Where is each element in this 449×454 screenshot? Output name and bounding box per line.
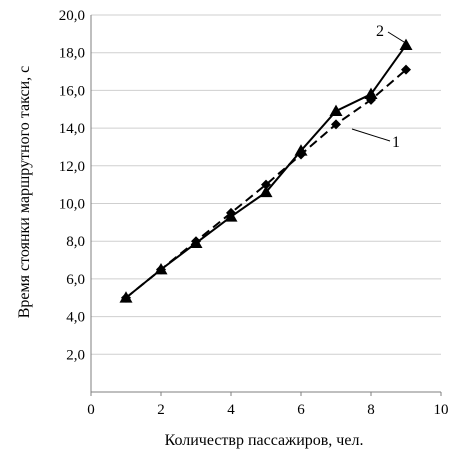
marker-series-2 bbox=[364, 87, 378, 100]
series-label-1-leader bbox=[351, 128, 391, 142]
marker-series-1 bbox=[261, 179, 271, 190]
y-tick-labels: 2,0 4,0 6,0 8,0 10,0 12,0 14,0 16,0 18,0 20,0 bbox=[59, 8, 85, 363]
x-tick-label: 4 bbox=[227, 402, 235, 418]
marker-series-2 bbox=[189, 236, 203, 248]
x-tick-label: 10 bbox=[434, 402, 449, 418]
y-tick-label: 18,0 bbox=[59, 46, 85, 62]
marker-series-2 bbox=[224, 210, 238, 222]
series-labels: 2 1 bbox=[351, 23, 405, 151]
y-tick-label: 6,0 bbox=[66, 272, 85, 288]
y-tick-label: 8,0 bbox=[66, 234, 85, 250]
x-tick-label: 2 bbox=[157, 402, 165, 418]
axes bbox=[90, 15, 442, 396]
series-label-2-leader bbox=[387, 31, 405, 43]
marker-series-2 bbox=[329, 104, 343, 117]
x-tick-label: 0 bbox=[87, 402, 95, 418]
x-axis-title: Количеств‌р пассажиров, чел. bbox=[165, 432, 364, 449]
y-tick-label: 14,0 bbox=[59, 121, 85, 137]
series-label-2: 2 bbox=[376, 23, 384, 40]
marker-series-2 bbox=[119, 291, 133, 303]
marker-series-2 bbox=[259, 185, 273, 198]
marker-series-1 bbox=[331, 119, 341, 130]
x-tick-label: 6 bbox=[297, 402, 305, 418]
y-tick-label: 2,0 bbox=[66, 347, 85, 363]
y-tick-label: 4,0 bbox=[66, 310, 85, 326]
series bbox=[125, 44, 407, 299]
x-tick-labels: 0 2 4 6 8 10 bbox=[87, 402, 448, 418]
markers bbox=[119, 38, 413, 303]
series-line-2 bbox=[125, 44, 407, 299]
x-tick-label: 8 bbox=[367, 402, 375, 418]
y-tick-label: 20,0 bbox=[59, 8, 85, 24]
marker-series-1 bbox=[401, 64, 411, 75]
marker-series-2 bbox=[294, 144, 308, 156]
marker-series-2 bbox=[399, 38, 413, 51]
y-tick-label: 16,0 bbox=[59, 83, 85, 99]
series-label-1: 1 bbox=[392, 134, 400, 151]
y-tick-label: 10,0 bbox=[59, 197, 85, 213]
y-axis-title: Время стоянки маршрутного такси, с bbox=[16, 66, 33, 318]
y-tick-label: 12,0 bbox=[59, 159, 85, 175]
marker-series-2 bbox=[154, 262, 168, 275]
